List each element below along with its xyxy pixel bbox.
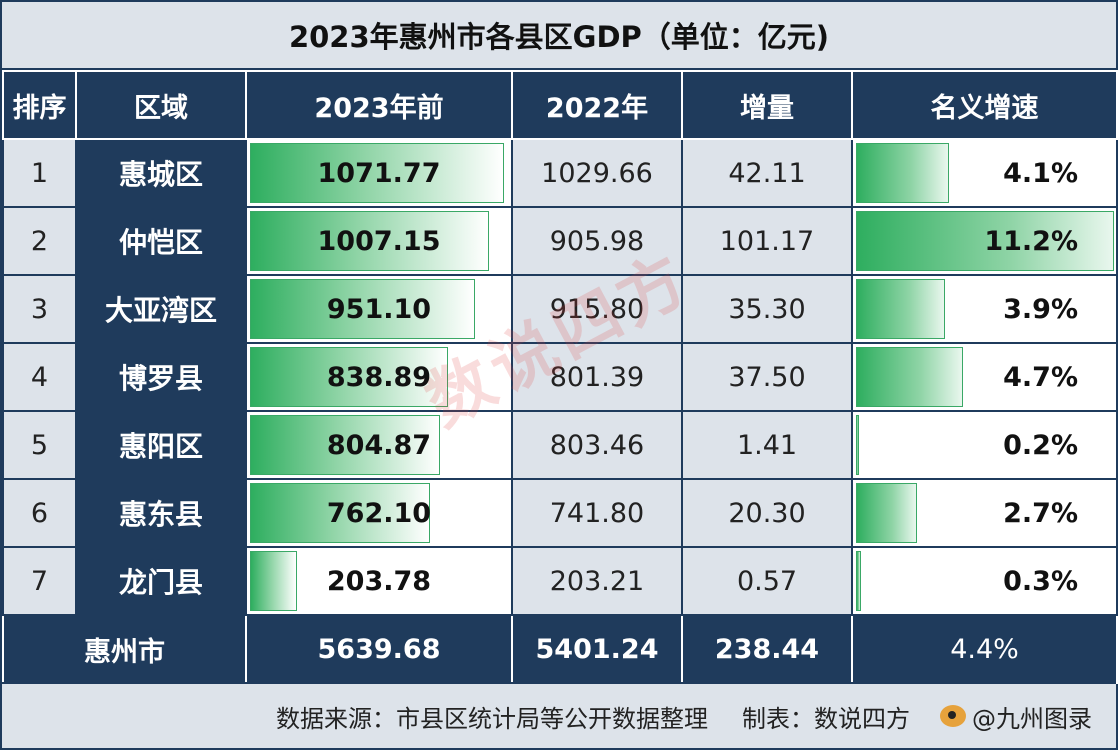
data-source-note: 数据来源：市县区统计局等公开数据整理 [276, 704, 708, 733]
growth-value: 4.7% [1003, 361, 1078, 393]
gdp-2023-cell: 1071.77 [245, 138, 513, 208]
gdp-2023-value: 804.87 [326, 429, 432, 461]
header-gdp-2023: 2023年前 [245, 70, 513, 140]
gdp-2023-cell: 951.10 [245, 274, 513, 344]
gdp-2023-cell: 1007.15 [245, 206, 513, 276]
gdp-2023-value: 1007.15 [317, 225, 441, 257]
growth-bar [856, 415, 859, 475]
growth-bar [856, 143, 950, 203]
gdp-2023-cell: 203.78 [245, 546, 513, 616]
table-footer: 数据来源：市县区统计局等公开数据整理 制表：数说四方 @九州图录 [2, 682, 1116, 748]
growth-value: 4.1% [1003, 157, 1078, 189]
region-cell: 惠东县 [75, 478, 247, 548]
gdp-2022-cell: 905.98 [511, 206, 683, 276]
table-maker-note: 制表：数说四方 [742, 704, 910, 733]
gdp-2023-bar [250, 483, 431, 543]
table-header-row: 排序 区域 2023年前 2022年 增量 名义增速 [2, 70, 1118, 140]
growth-cell: 11.2% [851, 206, 1118, 276]
gdp-2023-bar [250, 551, 297, 611]
increase-cell: 35.30 [681, 274, 853, 344]
watermark-handle-text: @九州图录 [972, 704, 1092, 733]
gdp-2022-cell: 741.80 [511, 478, 683, 548]
growth-cell: 3.9% [851, 274, 1118, 344]
increase-cell: 0.57 [681, 546, 853, 616]
table-row: 6 惠东县 762.10 741.80 20.30 2.7% [2, 478, 1118, 548]
gdp-2022-cell: 803.46 [511, 410, 683, 480]
gdp-2022-cell: 915.80 [511, 274, 683, 344]
rank-cell: 6 [2, 478, 77, 548]
rank-cell: 5 [2, 410, 77, 480]
region-cell: 龙门县 [75, 546, 247, 616]
rank-cell: 2 [2, 206, 77, 276]
total-gdp-2022: 5401.24 [511, 614, 683, 684]
gdp-2023-value: 1071.77 [317, 157, 441, 189]
growth-bar [856, 279, 945, 339]
gdp-2023-bar [250, 143, 505, 203]
gdp-2022-cell: 1029.66 [511, 138, 683, 208]
header-increase: 增量 [681, 70, 853, 140]
growth-bar [856, 211, 1115, 271]
gdp-2023-bar [250, 415, 441, 475]
region-cell: 仲恺区 [75, 206, 247, 276]
growth-cell: 4.1% [851, 138, 1118, 208]
header-gdp-2022: 2022年 [511, 70, 683, 140]
increase-cell: 42.11 [681, 138, 853, 208]
watermark-handle: @九州图录 [940, 699, 1092, 734]
gdp-2022-cell: 203.21 [511, 546, 683, 616]
gdp-2023-cell: 838.89 [245, 342, 513, 412]
growth-value: 0.2% [1003, 429, 1078, 461]
header-rank: 排序 [2, 70, 77, 140]
total-increase: 238.44 [681, 614, 853, 684]
total-gdp-2023: 5639.68 [245, 614, 513, 684]
region-cell: 大亚湾区 [75, 274, 247, 344]
rank-cell: 4 [2, 342, 77, 412]
table-row: 4 博罗县 838.89 801.39 37.50 4.7% [2, 342, 1118, 412]
rank-cell: 7 [2, 546, 77, 616]
gdp-2023-value: 951.10 [326, 293, 432, 325]
growth-bar [856, 347, 964, 407]
table-title: 2023年惠州市各县区GDP（单位：亿元) [2, 2, 1116, 70]
gdp-2023-value: 762.10 [326, 497, 432, 529]
increase-cell: 37.50 [681, 342, 853, 412]
growth-cell: 4.7% [851, 342, 1118, 412]
region-cell: 博罗县 [75, 342, 247, 412]
weibo-icon [940, 705, 966, 727]
table-row: 2 仲恺区 1007.15 905.98 101.17 11.2% [2, 206, 1118, 276]
table-row: 5 惠阳区 804.87 803.46 1.41 0.2% [2, 410, 1118, 480]
rank-cell: 3 [2, 274, 77, 344]
increase-cell: 1.41 [681, 410, 853, 480]
gdp-2023-cell: 762.10 [245, 478, 513, 548]
table-row: 3 大亚湾区 951.10 915.80 35.30 3.9% [2, 274, 1118, 344]
increase-cell: 101.17 [681, 206, 853, 276]
gdp-2023-value: 203.78 [326, 565, 432, 597]
growth-cell: 2.7% [851, 478, 1118, 548]
total-region: 惠州市 [2, 614, 247, 684]
gdp-2023-bar [250, 279, 476, 339]
gdp-2023-cell: 804.87 [245, 410, 513, 480]
growth-value: 0.3% [1003, 565, 1078, 597]
gdp-table: 排序 区域 2023年前 2022年 增量 名义增速 1 惠城区 1071.77 10… [2, 70, 1118, 684]
region-cell: 惠阳区 [75, 410, 247, 480]
header-growth: 名义增速 [851, 70, 1118, 140]
header-region: 区域 [75, 70, 247, 140]
growth-cell: 0.2% [851, 410, 1118, 480]
total-row: 惠州市 5639.68 5401.24 238.44 4.4% [2, 614, 1118, 684]
gdp-2023-value: 838.89 [326, 361, 432, 393]
region-cell: 惠城区 [75, 138, 247, 208]
growth-value: 2.7% [1003, 497, 1078, 529]
table-row: 1 惠城区 1071.77 1029.66 42.11 4.1% [2, 138, 1118, 208]
gdp-2022-cell: 801.39 [511, 342, 683, 412]
rank-cell: 1 [2, 138, 77, 208]
growth-value: 11.2% [984, 225, 1078, 257]
increase-cell: 20.30 [681, 478, 853, 548]
growth-bar [856, 483, 917, 543]
total-growth: 4.4% [851, 614, 1118, 684]
table-row: 7 龙门县 203.78 203.21 0.57 0.3% [2, 546, 1118, 616]
gdp-2023-bar [250, 211, 489, 271]
growth-bar [856, 551, 861, 611]
growth-cell: 0.3% [851, 546, 1118, 616]
gdp-2023-bar [250, 347, 449, 407]
growth-value: 3.9% [1003, 293, 1078, 325]
